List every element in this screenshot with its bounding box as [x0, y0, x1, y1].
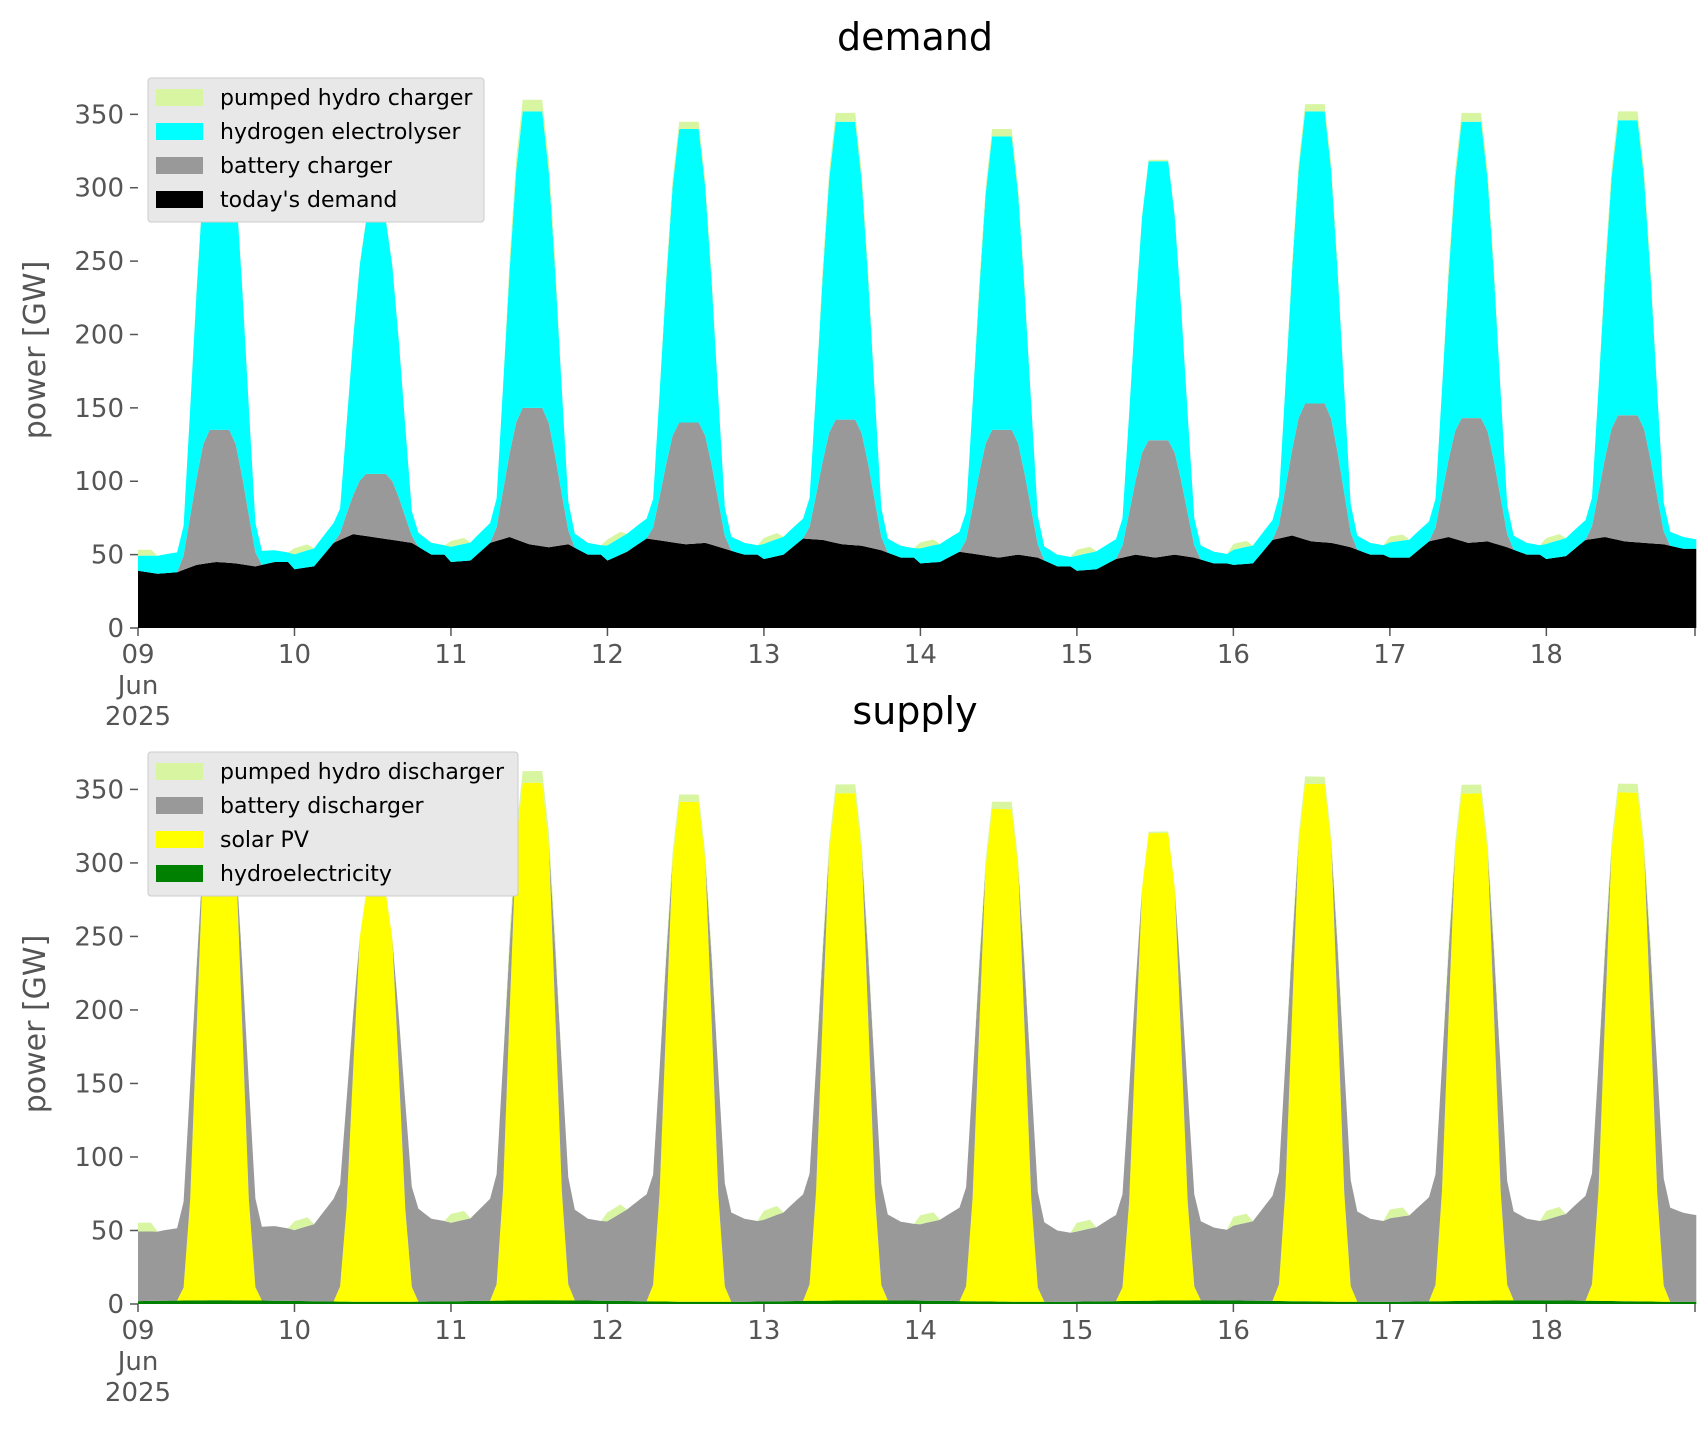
area-hydrogen-electrolyser: [138, 111, 1697, 574]
y-tick-label: 350: [74, 100, 124, 130]
y-axis: 0 50 100 150 200 250 300 350: [74, 775, 138, 1320]
legend: pumped hydro charger hydrogen electrolyse…: [147, 77, 485, 223]
legend-swatch: [156, 865, 203, 882]
supply-chart: supply power [GW] 050100150200250300350 …: [18, 689, 1697, 1408]
x-tick-label: 18: [1530, 640, 1563, 670]
y-tick-label: 50: [91, 541, 124, 571]
area-battery-discharger: [138, 782, 1697, 1302]
x-tick-label: 16: [1217, 640, 1250, 670]
y-axis-label: power [GW]: [18, 935, 53, 1114]
legend-label: pumped hydro charger: [220, 86, 473, 111]
legend: pumped hydro discharger battery discharge…: [147, 751, 519, 897]
legend-label: battery charger: [220, 154, 393, 179]
y-tick-label: 0: [107, 1290, 124, 1320]
legend-box: [147, 751, 519, 897]
legend-label: pumped hydro discharger: [220, 760, 505, 785]
chart-title: supply: [852, 689, 977, 733]
y-tick-label: 350: [74, 775, 124, 805]
x-tick-label: Jun: [116, 1347, 159, 1377]
legend-label: hydroelectricity: [220, 862, 392, 887]
x-tick-label: 09: [121, 640, 154, 670]
x-tick-label: 2025: [105, 1378, 171, 1408]
x-tick-label: 11: [434, 1316, 467, 1346]
x-tick-label: 2025: [105, 702, 171, 732]
x-tick-label: 12: [591, 640, 624, 670]
x-tick-label: 13: [747, 1316, 780, 1346]
area-todays-demand: [138, 534, 1697, 628]
area-layers: [138, 99, 1697, 628]
legend-label: battery discharger: [220, 794, 425, 819]
x-tick-label: Jun: [116, 671, 159, 701]
area-hydroelectricity: [138, 1300, 1697, 1304]
x-tick-label: 17: [1373, 640, 1406, 670]
chart-title: demand: [837, 15, 993, 59]
legend-swatch: [156, 123, 203, 140]
area-solar-pv: [138, 782, 1697, 1302]
y-tick-label: 300: [74, 849, 124, 879]
area-battery-charger: [138, 403, 1697, 574]
x-tick-label: 13: [747, 640, 780, 670]
x-tick-label: 12: [591, 1316, 624, 1346]
y-tick-label: 300: [74, 174, 124, 204]
x-tick-label: 09: [121, 1316, 154, 1346]
x-tick-label: 10: [278, 1316, 311, 1346]
y-tick-label: 150: [74, 394, 124, 424]
legend-swatch: [156, 89, 203, 106]
y-tick-label: 250: [74, 922, 124, 952]
y-tick-label: 0: [107, 614, 124, 644]
y-tick-label: 100: [74, 1143, 124, 1173]
legend-swatch: [156, 797, 203, 814]
area-layers: [138, 771, 1697, 1304]
x-tick-label: 11: [434, 640, 467, 670]
demand-chart: demand power [GW] 050100150200250300350 …: [18, 15, 1697, 732]
y-axis: 0 50 100 150 200 250 300 350: [74, 100, 138, 644]
x-tick-label: 15: [1060, 1316, 1093, 1346]
legend-label: today's demand: [220, 188, 397, 213]
legend-swatch: [156, 763, 203, 780]
x-tick-label: 14: [904, 640, 937, 670]
legend-label: hydrogen electrolyser: [220, 120, 461, 145]
x-tick-label: 14: [904, 1316, 937, 1346]
y-tick-label: 250: [74, 247, 124, 277]
x-tick-label: 15: [1060, 640, 1093, 670]
y-tick-label: 100: [74, 467, 124, 497]
legend-swatch: [156, 831, 203, 848]
y-axis-label: power [GW]: [18, 261, 53, 440]
legend-swatch: [156, 157, 203, 174]
legend-label: solar PV: [220, 828, 309, 853]
legend-swatch: [156, 191, 203, 208]
x-tick-label: 16: [1217, 1316, 1250, 1346]
y-tick-label: 200: [74, 996, 124, 1026]
x-tick-label: 18: [1530, 1316, 1563, 1346]
y-tick-label: 150: [74, 1069, 124, 1099]
x-tick-label: 17: [1373, 1316, 1406, 1346]
y-tick-label: 200: [74, 320, 124, 350]
legend-box: [147, 77, 485, 223]
x-tick-label: 10: [278, 640, 311, 670]
y-tick-label: 50: [91, 1216, 124, 1246]
